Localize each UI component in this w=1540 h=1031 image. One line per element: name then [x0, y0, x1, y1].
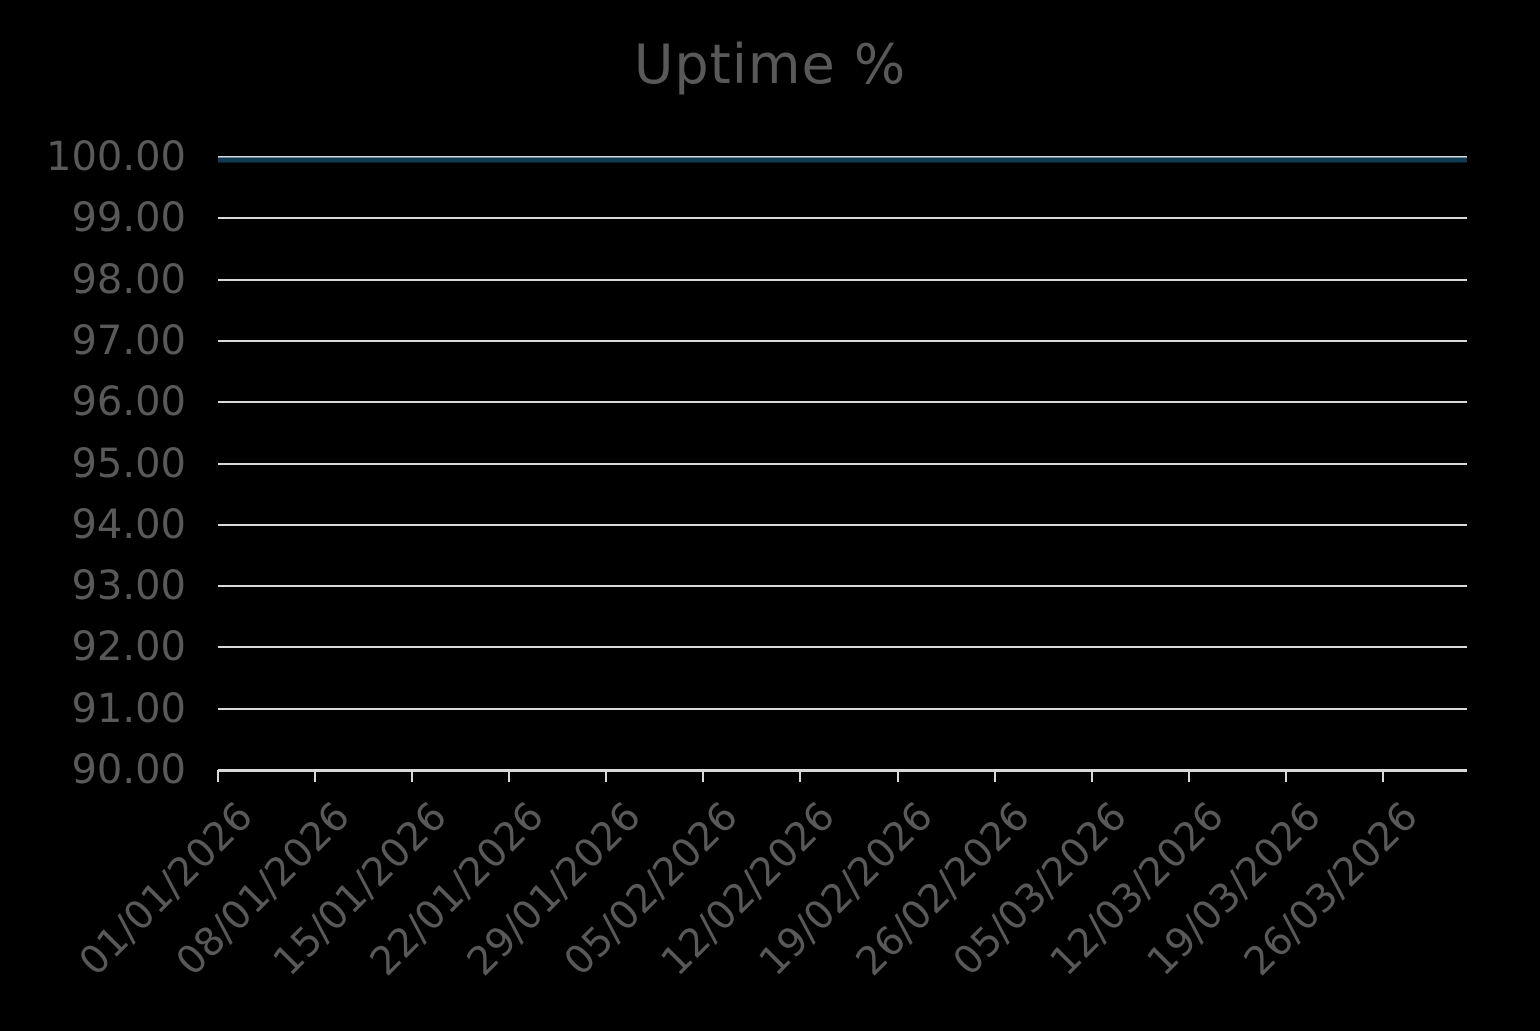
- x-axis-tick: [411, 770, 414, 782]
- x-axis-tick: [314, 770, 317, 782]
- x-axis-tick: [605, 770, 608, 782]
- gridline: [218, 707, 1467, 710]
- y-axis-tick-label: 99.00: [71, 195, 186, 242]
- y-axis-tick-label: 90.00: [71, 747, 186, 793]
- y-axis-tick-label: 95.00: [71, 440, 186, 487]
- y-axis-tick-label: 93.00: [71, 563, 186, 610]
- gridline: [218, 646, 1467, 649]
- y-axis-tick-label: 100.00: [46, 134, 186, 180]
- x-axis-tick: [993, 770, 996, 782]
- x-axis-tick: [1381, 770, 1384, 782]
- y-axis-tick-label: 94.00: [71, 501, 186, 548]
- x-axis-line: [218, 769, 1467, 772]
- gridline: [218, 585, 1467, 588]
- gridline: [218, 156, 1467, 158]
- gridline: [218, 462, 1467, 465]
- x-axis-tick: [896, 770, 899, 782]
- gridline: [218, 401, 1467, 404]
- x-axis-tick: [1090, 770, 1093, 782]
- x-axis-tick: [1187, 770, 1190, 782]
- x-axis-tick: [702, 770, 705, 782]
- x-axis-tick: [1284, 770, 1287, 782]
- gridline: [218, 278, 1467, 281]
- y-axis-tick-label: 98.00: [71, 256, 186, 303]
- y-axis-tick-label: 91.00: [71, 685, 186, 732]
- gridline: [218, 523, 1467, 526]
- gridline: [218, 339, 1467, 342]
- x-axis-tick: [217, 770, 219, 782]
- x-axis-tick: [799, 770, 802, 782]
- y-axis-tick-label: 97.00: [71, 317, 186, 364]
- chart-title: Uptime %: [633, 33, 907, 96]
- gridline: [218, 217, 1467, 220]
- y-axis-tick-label: 92.00: [71, 624, 186, 671]
- y-axis-tick-label: 96.00: [71, 379, 186, 426]
- x-axis-tick: [508, 770, 511, 782]
